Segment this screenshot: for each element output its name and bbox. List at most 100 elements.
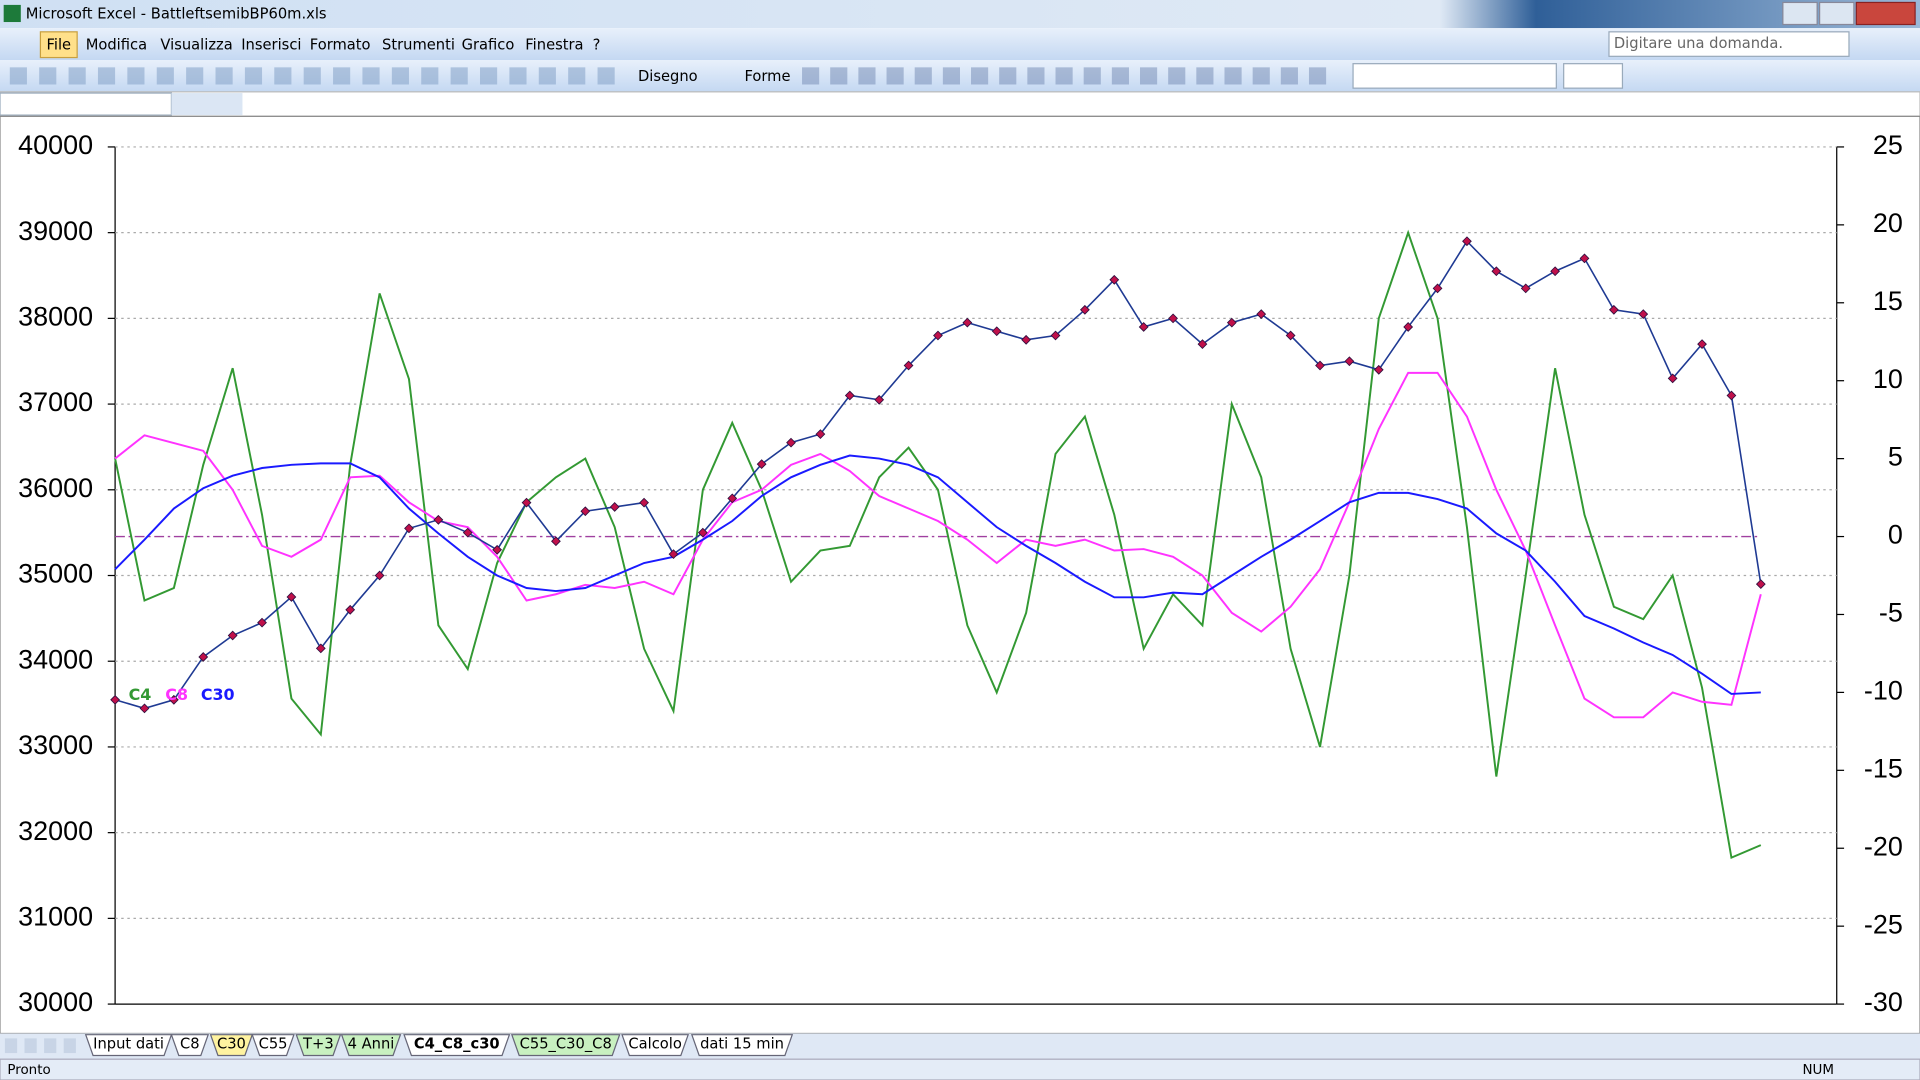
font-box[interactable] bbox=[1352, 63, 1557, 89]
menu-item[interactable]: Strumenti bbox=[382, 36, 455, 53]
toolbar-icon[interactable] bbox=[509, 67, 527, 85]
menu-item[interactable]: Formato bbox=[310, 36, 371, 53]
toolbar-icon[interactable] bbox=[127, 67, 145, 85]
sheet-tab[interactable] bbox=[251, 1034, 295, 1057]
sheet-tab[interactable] bbox=[403, 1034, 511, 1057]
menu-item[interactable]: Finestra bbox=[525, 36, 583, 53]
menu-item[interactable]: ? bbox=[593, 36, 601, 53]
toolbar-icon[interactable] bbox=[362, 67, 380, 85]
minimize-button[interactable] bbox=[1782, 1, 1818, 26]
data-marker bbox=[521, 497, 532, 508]
data-marker bbox=[1197, 339, 1208, 349]
toolbar-icon[interactable] bbox=[97, 67, 116, 85]
y2-tick-label: 10 bbox=[1873, 364, 1903, 394]
toolbar-icon[interactable] bbox=[1224, 67, 1242, 85]
toolbar-icon[interactable] bbox=[1027, 67, 1045, 85]
y-tick-label: 37000 bbox=[18, 387, 93, 417]
sheet-tab[interactable] bbox=[510, 1034, 621, 1057]
sheet-tab-label[interactable]: Calcolo bbox=[628, 1035, 681, 1052]
toolbar-icon[interactable] bbox=[274, 67, 292, 85]
toolbar-icon[interactable] bbox=[244, 67, 263, 85]
name-box[interactable] bbox=[0, 92, 173, 116]
maximize-button[interactable] bbox=[1818, 1, 1855, 26]
toolbar-icon[interactable] bbox=[802, 67, 820, 85]
toolbar-icon[interactable] bbox=[450, 67, 468, 85]
size-box[interactable] bbox=[1563, 63, 1624, 89]
toolbar-button[interactable]: Disegno bbox=[638, 68, 698, 85]
data-marker bbox=[257, 617, 267, 628]
sheet-tab[interactable] bbox=[340, 1034, 402, 1057]
sheet-tab-label[interactable]: C30 bbox=[217, 1035, 246, 1052]
toolbar-icon[interactable] bbox=[9, 67, 27, 85]
tab-scroll-button[interactable] bbox=[4, 1038, 18, 1054]
tab-scroll-button[interactable] bbox=[63, 1038, 76, 1054]
toolbar-icon[interactable] bbox=[1252, 67, 1270, 85]
sheet-tab-label[interactable]: 4 Anni bbox=[348, 1035, 395, 1052]
sheet-tab[interactable] bbox=[621, 1034, 690, 1057]
menu-item[interactable]: Grafico bbox=[462, 36, 515, 53]
toolbar-icon[interactable] bbox=[156, 67, 174, 85]
toolbar-icon[interactable] bbox=[1083, 67, 1101, 85]
sheet-tab-label[interactable]: T+3 bbox=[302, 1035, 334, 1052]
menu-item[interactable]: Modifica bbox=[86, 36, 147, 53]
fx-button[interactable] bbox=[171, 93, 243, 116]
toolbar-icon[interactable] bbox=[942, 67, 960, 85]
toolbar-icon[interactable] bbox=[421, 67, 439, 85]
toolbar-icon[interactable] bbox=[597, 67, 615, 85]
toolbar-icon[interactable] bbox=[1111, 67, 1129, 85]
toolbar-icon[interactable] bbox=[391, 67, 409, 85]
toolbar-icon[interactable] bbox=[1168, 67, 1186, 85]
sheet-tab[interactable] bbox=[84, 1034, 173, 1057]
sheet-tab-label[interactable]: C55_C30_C8 bbox=[520, 1035, 612, 1052]
toolbar-icon[interactable] bbox=[68, 67, 86, 85]
toolbar-icon[interactable] bbox=[568, 67, 586, 85]
data-marker bbox=[345, 604, 356, 615]
tab-scroll-button[interactable] bbox=[24, 1038, 37, 1054]
toolbar-icon[interactable] bbox=[215, 67, 233, 85]
toolbar-icon[interactable] bbox=[1196, 67, 1214, 85]
data-marker bbox=[551, 536, 561, 547]
sheet-tab[interactable] bbox=[170, 1034, 210, 1057]
toolbar-icon[interactable] bbox=[999, 67, 1017, 85]
menu-item[interactable]: Inserisci bbox=[241, 36, 301, 53]
sheet-tab[interactable] bbox=[690, 1034, 794, 1057]
toolbar-icon[interactable] bbox=[971, 67, 989, 85]
sheet-tab-label[interactable]: dati 15 min bbox=[700, 1035, 784, 1052]
data-marker bbox=[492, 544, 503, 555]
sheet-tab-label[interactable]: C4_C8_c30 bbox=[414, 1035, 500, 1052]
data-marker bbox=[1520, 283, 1531, 294]
help-box[interactable] bbox=[1608, 31, 1850, 57]
toolbar-icon[interactable] bbox=[858, 67, 876, 85]
toolbar-icon[interactable] bbox=[1280, 67, 1298, 85]
y2-tick-label: 0 bbox=[1888, 520, 1903, 550]
sheet-tab-label[interactable]: Input dati bbox=[93, 1035, 164, 1052]
toolbar-icon[interactable] bbox=[480, 67, 498, 85]
toolbar-icon[interactable] bbox=[303, 67, 321, 85]
toolbar-icon[interactable] bbox=[333, 67, 351, 85]
close-button[interactable] bbox=[1855, 1, 1916, 26]
toolbar-icon[interactable] bbox=[186, 67, 204, 85]
menu-item[interactable]: Visualizza bbox=[160, 36, 232, 53]
toolbar-icon[interactable] bbox=[1140, 67, 1158, 85]
sheet-tab[interactable] bbox=[295, 1034, 342, 1057]
menu-item[interactable]: File bbox=[47, 36, 72, 53]
data-marker bbox=[198, 652, 209, 662]
data-marker bbox=[1256, 309, 1267, 319]
data-marker bbox=[903, 360, 914, 371]
sheet-tab[interactable] bbox=[209, 1034, 254, 1057]
toolbar-icon[interactable] bbox=[39, 67, 57, 85]
y2-tick-label: -25 bbox=[1864, 909, 1903, 939]
tab-scroll-button[interactable] bbox=[44, 1038, 57, 1054]
toolbar-icon[interactable] bbox=[538, 67, 556, 85]
toolbar-icon[interactable] bbox=[914, 67, 932, 85]
sheet-tab-label[interactable]: C55 bbox=[259, 1035, 288, 1052]
toolbar-button[interactable]: Forme bbox=[744, 68, 790, 85]
toolbar-icon[interactable] bbox=[830, 67, 848, 85]
data-marker bbox=[1373, 364, 1384, 375]
series-line bbox=[114, 371, 1762, 719]
toolbar-icon[interactable] bbox=[886, 67, 904, 85]
sheet-tab-label[interactable]: C8 bbox=[180, 1035, 200, 1052]
toolbar-icon[interactable] bbox=[1055, 67, 1073, 85]
toolbar-icon[interactable] bbox=[1308, 67, 1327, 85]
data-marker bbox=[609, 502, 620, 512]
